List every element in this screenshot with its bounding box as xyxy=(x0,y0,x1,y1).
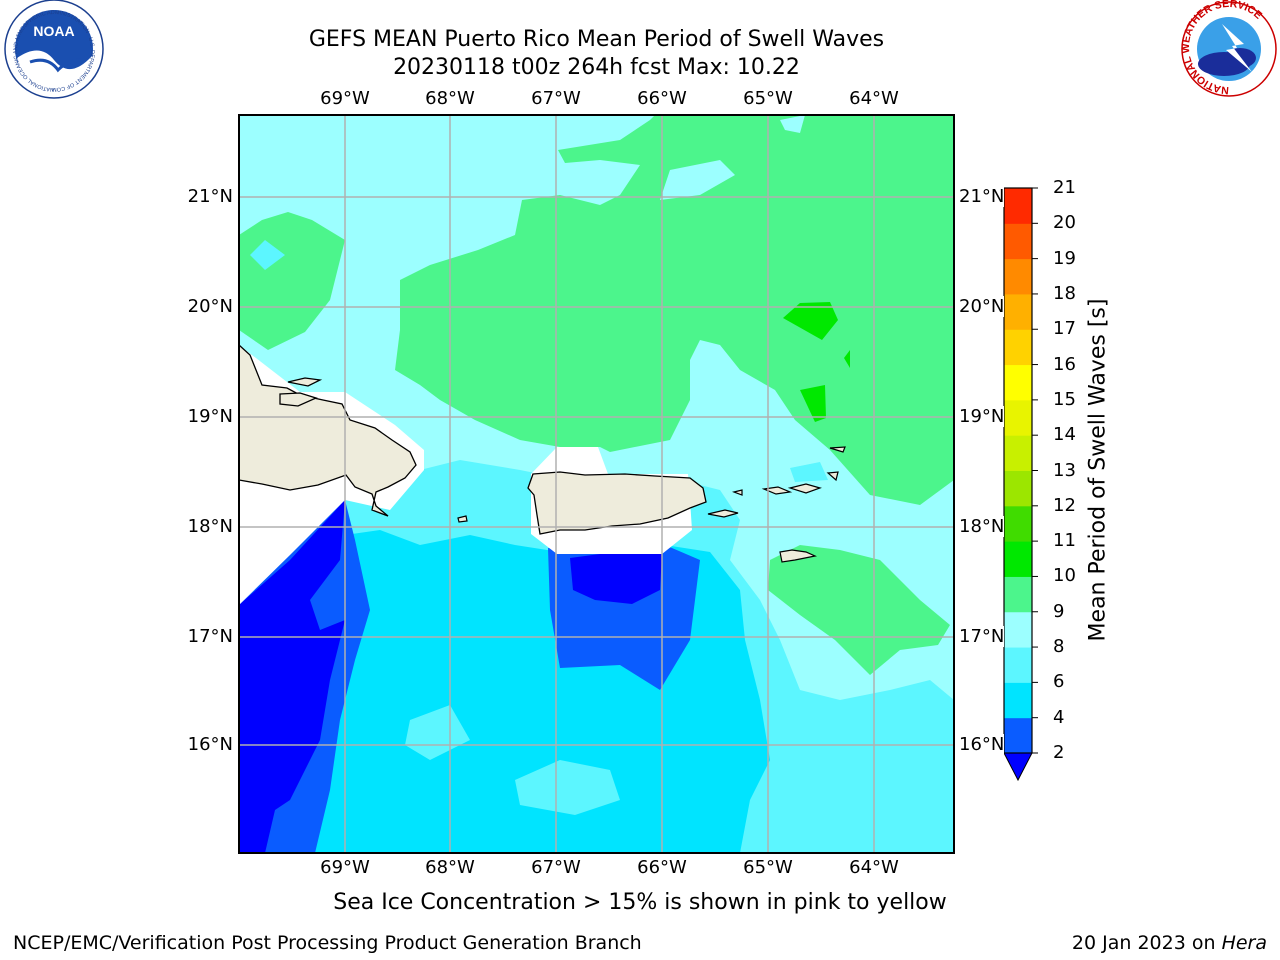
graticule xyxy=(239,115,954,853)
colorbar-bin-13-14 xyxy=(1004,435,1032,471)
lat-label-right-16n: 16°N xyxy=(959,734,1005,755)
lon-label-top-64w: 64°W xyxy=(849,88,899,109)
colorbar xyxy=(1004,188,1032,754)
lat-label-right-18n: 18°N xyxy=(959,516,1005,537)
colorbar-tick-label: 20 xyxy=(1053,212,1076,234)
colorbar-ticks xyxy=(1032,187,1038,754)
lon-label-bottom-69w: 69°W xyxy=(320,857,370,878)
lon-label-top-66w: 66°W xyxy=(637,88,687,109)
colorbar-tick-label: 21 xyxy=(1053,177,1076,198)
nws-logo: NATIONAL WEATHER SERVICE xyxy=(1180,0,1277,97)
colorbar-tick-label: 15 xyxy=(1053,388,1076,410)
colorbar-bin-9-10 xyxy=(1004,576,1032,613)
colorbar-tick-label: 19 xyxy=(1053,247,1076,269)
colorbar-bin-4-6 xyxy=(1004,682,1032,719)
colorbar-bin-11-12 xyxy=(1004,505,1032,542)
tortuga-island xyxy=(287,377,323,387)
swell-10-11-cores xyxy=(783,302,850,422)
colorbar-tick-label: 16 xyxy=(1053,353,1076,375)
map-frame xyxy=(238,114,955,854)
lon-label-top-65w: 65°W xyxy=(743,88,793,109)
lat-label-left-18n: 18°N xyxy=(187,516,233,537)
colorbar-bin-17-18 xyxy=(1004,293,1032,330)
colorbar-tick-label: 10 xyxy=(1053,565,1076,587)
lon-label-top-69w: 69°W xyxy=(320,88,370,109)
producer-credit: NCEP/EMC/Verification Post Processing Pr… xyxy=(13,932,642,954)
colorbar-tick-label: 9 xyxy=(1053,600,1065,622)
colorbar-bin-19-20 xyxy=(1004,223,1032,260)
lat-label-left-19n: 19°N xyxy=(187,406,233,427)
lat-label-right-20n: 20°N xyxy=(959,296,1005,317)
colorbar-tick-label: 13 xyxy=(1053,459,1076,481)
noaa-logo-text: NOAA xyxy=(33,23,74,39)
colorbar-bin-14-15 xyxy=(1004,399,1032,436)
lon-label-top-67w: 67°W xyxy=(531,88,581,109)
lat-label-left-20n: 20°N xyxy=(187,296,233,317)
small-islands xyxy=(457,446,846,563)
lon-label-bottom-64w: 64°W xyxy=(849,857,899,878)
noaa-logo: NOAA NATIONAL OCEANIC AND ATMOSPHERIC AD… xyxy=(0,0,104,99)
colorbar-bin-20-21 xyxy=(1004,188,1032,224)
date-credit: 20 Jan 2023 on Hera xyxy=(1072,932,1267,954)
colorbar-bin-8-9 xyxy=(1004,611,1032,648)
map-title-line1: GEFS MEAN Puerto Rico Mean Period of Swe… xyxy=(308,27,885,52)
colorbar-bin-15-16 xyxy=(1004,364,1032,401)
colorbar-bin-12-13 xyxy=(1004,470,1032,507)
lon-label-bottom-65w: 65°W xyxy=(743,857,793,878)
colorbar-tick-label: 8 xyxy=(1053,636,1065,658)
colorbar-title: Mean Period of Swell Waves [s] xyxy=(1085,298,1111,642)
lon-label-bottom-68w: 68°W xyxy=(425,857,475,878)
colorbar-tick-label: 17 xyxy=(1053,318,1076,340)
lon-label-top-68w: 68°W xyxy=(425,88,475,109)
lon-label-bottom-66w: 66°W xyxy=(637,857,687,878)
colorbar-bin-2-4 xyxy=(1004,717,1032,754)
lat-label-right-17n: 17°N xyxy=(959,626,1005,647)
map-title-line2: 20230118 t00z 264h fcst Max: 10.22 xyxy=(393,55,800,80)
lat-label-right-21n: 21°N xyxy=(959,186,1005,207)
colorbar-bin-10-11 xyxy=(1004,541,1032,577)
colorbar-tick-label: 12 xyxy=(1053,494,1076,516)
lat-label-left-16n: 16°N xyxy=(187,734,233,755)
colorbar-tick-label: 14 xyxy=(1053,424,1076,446)
lat-label-left-21n: 21°N xyxy=(187,186,233,207)
hispaniola-north-islet xyxy=(279,392,318,407)
swell-8-9-holes xyxy=(660,115,805,200)
swell-9-10-southeast xyxy=(768,545,950,675)
lat-label-right-19n: 19°N xyxy=(959,406,1005,427)
colorbar-bin-6-8 xyxy=(1004,647,1032,683)
lon-label-bottom-67w: 67°W xyxy=(531,857,581,878)
colorbar-tick-label: 4 xyxy=(1053,706,1065,728)
colorbar-tick-label: 11 xyxy=(1053,530,1076,552)
colorbar-bin-18-19 xyxy=(1004,258,1032,295)
colorbar-tick-label: 18 xyxy=(1053,282,1076,304)
swell-under-2-region xyxy=(239,500,662,853)
colorbar-bin-16-17 xyxy=(1004,329,1032,366)
colorbar-under-triangle xyxy=(1003,752,1033,782)
swell-6-8-inner xyxy=(405,705,620,815)
map-area xyxy=(239,115,954,853)
sea-ice-note: Sea Ice Concentration > 15% is shown in … xyxy=(333,890,947,915)
lat-label-left-17n: 17°N xyxy=(187,626,233,647)
colorbar-tick-label: 2 xyxy=(1053,742,1065,763)
run-date: 20 Jan 2023 on xyxy=(1071,932,1216,954)
machine-name: Hera xyxy=(1221,932,1267,954)
colorbar-tick-label: 6 xyxy=(1053,671,1065,693)
